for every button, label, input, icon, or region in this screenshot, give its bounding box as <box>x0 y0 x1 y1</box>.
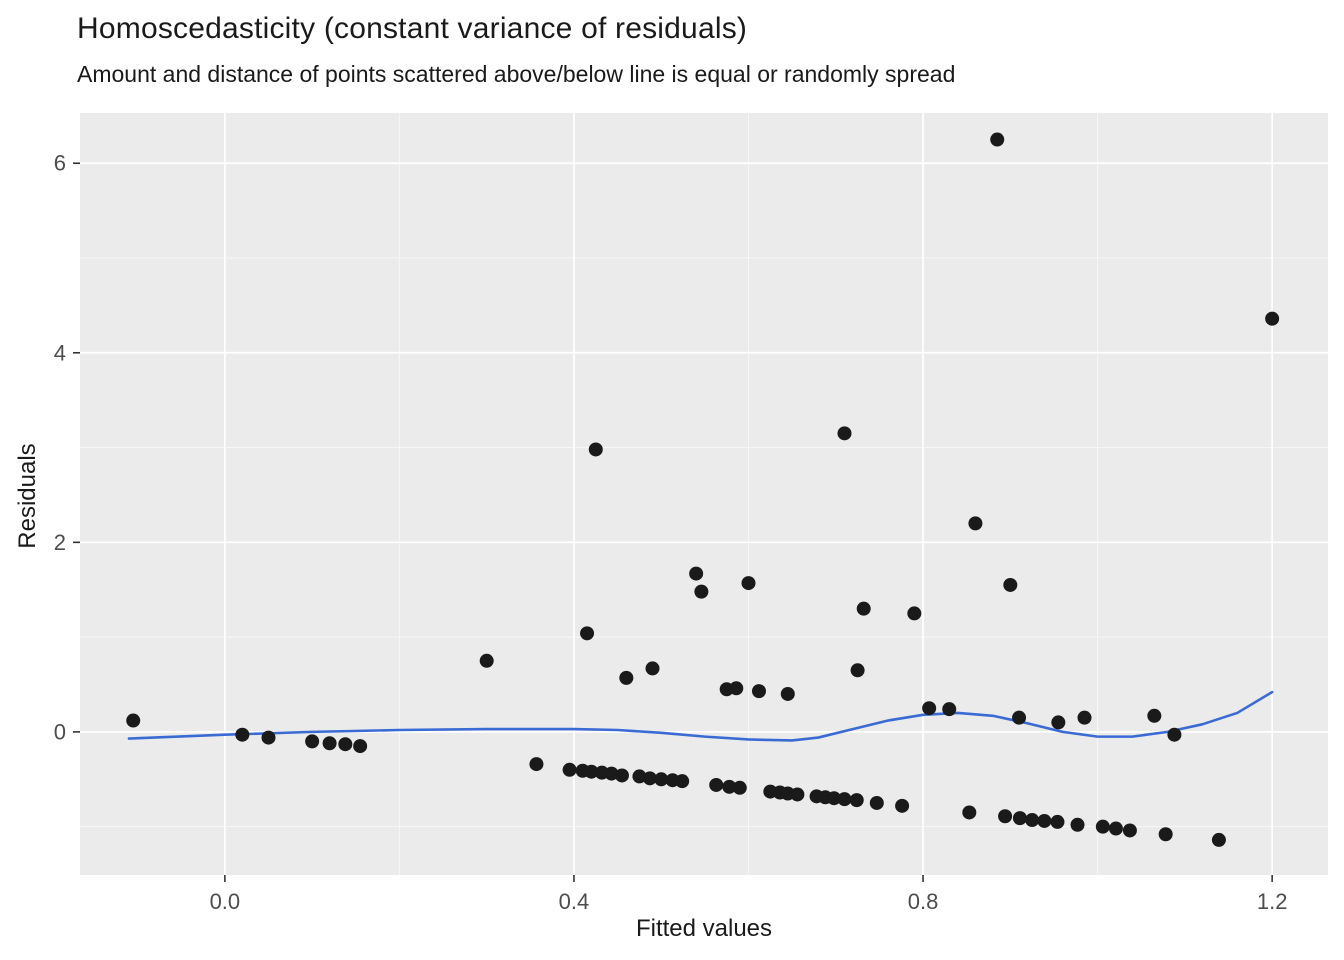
data-point <box>1095 819 1110 834</box>
data-point <box>604 766 619 781</box>
data-point <box>722 779 737 794</box>
data-point <box>632 769 647 784</box>
data-point <box>990 132 1005 147</box>
data-point <box>837 426 852 441</box>
data-point <box>942 702 957 717</box>
data-point <box>709 777 724 792</box>
data-point <box>907 606 922 621</box>
data-point <box>922 701 937 716</box>
data-point <box>584 764 599 779</box>
data-point <box>1108 821 1123 836</box>
data-point <box>850 663 865 678</box>
data-point <box>235 727 250 742</box>
data-point <box>562 762 577 777</box>
data-point <box>895 798 910 813</box>
y-tick-label: 6 <box>54 151 66 176</box>
data-point <box>654 772 669 787</box>
y-tick-label: 4 <box>54 340 66 365</box>
data-point <box>1025 813 1040 828</box>
y-axis-title: Residuals <box>14 443 41 549</box>
data-point <box>1211 832 1226 847</box>
data-point <box>998 809 1013 824</box>
data-point <box>962 805 977 820</box>
x-tick-label: 0.8 <box>908 889 939 914</box>
data-point <box>790 787 805 802</box>
data-point <box>588 442 603 457</box>
data-point <box>675 774 690 789</box>
data-point <box>1077 710 1092 725</box>
x-tick-label: 0.0 <box>210 889 241 914</box>
data-point <box>689 566 704 581</box>
data-point <box>968 516 983 531</box>
data-point <box>837 792 852 807</box>
data-point <box>729 681 744 696</box>
data-point <box>645 661 660 676</box>
data-point <box>849 793 864 808</box>
plot-panel <box>80 113 1328 875</box>
x-tick-label: 0.4 <box>559 889 590 914</box>
data-point <box>126 713 141 728</box>
data-point <box>1070 817 1085 832</box>
data-point <box>1012 710 1027 725</box>
x-axis-title: Fitted values <box>635 915 773 942</box>
data-point <box>642 771 657 786</box>
data-point <box>1037 813 1052 828</box>
data-point <box>305 734 320 749</box>
data-point <box>1050 814 1065 829</box>
chart-subtitle: Amount and distance of points scattered … <box>77 61 956 87</box>
data-point <box>1122 823 1137 838</box>
data-point <box>529 757 544 772</box>
data-point <box>1003 577 1018 592</box>
chart-title: Homoscedasticity (constant variance of r… <box>77 12 748 45</box>
data-point <box>322 736 337 751</box>
data-point <box>479 653 494 668</box>
data-point <box>1051 715 1066 730</box>
data-point <box>1012 811 1027 826</box>
smooth-line <box>127 690 1274 742</box>
data-point <box>1265 311 1280 326</box>
data-point <box>619 670 634 685</box>
data-point <box>338 737 353 752</box>
data-point <box>827 791 842 806</box>
data-point <box>780 686 795 701</box>
data-point <box>580 626 595 641</box>
y-tick-label: 2 <box>54 530 66 555</box>
data-point <box>741 576 756 591</box>
y-tick-label: 0 <box>54 719 66 744</box>
data-point <box>261 730 276 745</box>
data-point <box>1147 708 1162 723</box>
data-point <box>353 739 368 754</box>
data-point <box>614 768 629 783</box>
data-point <box>1158 827 1173 842</box>
data-point <box>869 795 884 810</box>
data-point <box>751 684 766 699</box>
data-point <box>856 601 871 616</box>
data-point <box>732 780 747 795</box>
data-point <box>694 584 709 599</box>
data-point <box>1167 727 1182 742</box>
x-tick-label: 1.2 <box>1257 889 1288 914</box>
